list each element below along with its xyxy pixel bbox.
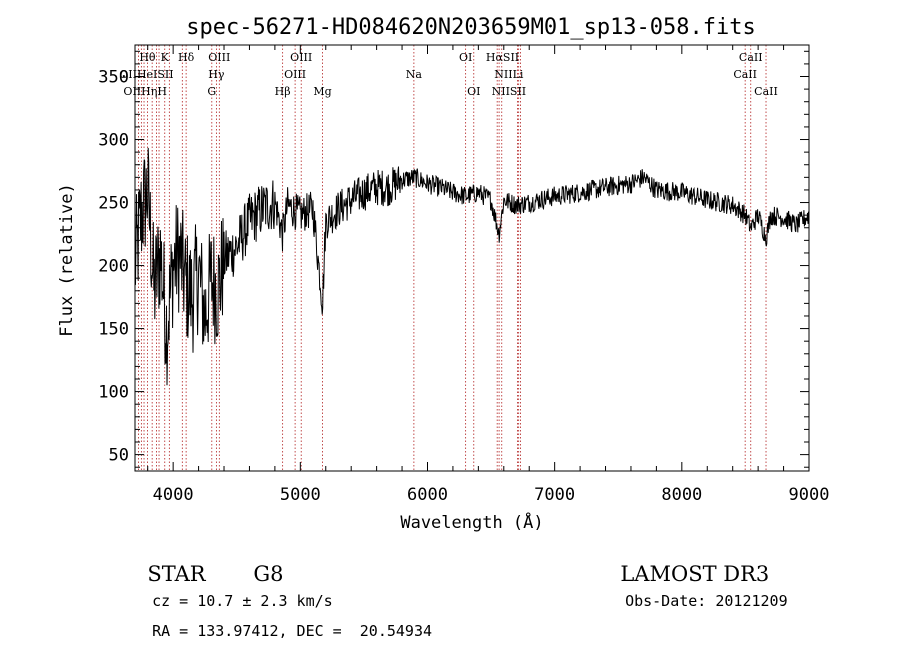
x-tick-label: 4000 — [153, 485, 194, 505]
subclass-label: G8 — [253, 562, 284, 586]
spectral-line-label: OIII — [290, 51, 312, 64]
x-tick-label: 8000 — [661, 485, 702, 505]
x-tick-label: 7000 — [534, 485, 575, 505]
y-tick-label: 250 — [98, 194, 129, 214]
y-tick-label: 200 — [98, 257, 129, 277]
spectral-line-label: Mg — [313, 85, 331, 98]
spectral-line-labels: Hθ K Hδ OIII OIII OI HαSII CaII OIIHeISII Hγ OIII N… — [119, 51, 778, 98]
spectral-line-label: OIIHeISII — [119, 68, 173, 81]
spectral-line-label: K — [161, 51, 170, 64]
spectral-line-label: Hβ — [275, 85, 291, 98]
spectrum-line — [134, 147, 810, 386]
y-tick-label: 300 — [98, 131, 129, 151]
spectral-line-label: OIII — [208, 51, 230, 64]
spectral-line-label: NIISII — [492, 85, 527, 98]
spectral-line-label: Hδ — [178, 51, 195, 64]
y-axis-label: Flux (relative) — [57, 183, 77, 337]
spectral-line-label: OI — [459, 51, 472, 64]
spectral-line-label: OI — [467, 85, 480, 98]
x-axis-ticks: 4000 5000 6000 7000 8000 9000 — [147, 45, 830, 505]
spectral-line-markers — [138, 45, 767, 471]
y-tick-label: 50 — [109, 446, 129, 466]
spectral-line-label: CaII — [739, 51, 763, 64]
ra-dec: RA = 133.97412, DEC = 20.54934 — [152, 622, 433, 640]
x-tick-label: 9000 — [789, 485, 830, 505]
x-tick-label: 6000 — [407, 485, 448, 505]
spectral-line-label: CaII — [733, 68, 757, 81]
spectral-line-label: Hγ — [208, 68, 225, 81]
class-label: STAR — [147, 562, 206, 586]
spectral-line-label: Hθ — [139, 51, 156, 64]
spectral-line-label: OIIHηH — [123, 85, 166, 98]
chart-title: spec-56271-HD084620N203659M01_sp13-058.f… — [186, 15, 756, 40]
survey-label: LAMOST DR3 — [620, 562, 770, 586]
obs-date: Obs-Date: 20121209 — [625, 592, 788, 610]
cz-value: cz = 10.7 ± 2.3 km/s — [152, 592, 333, 610]
spectral-line-label: HαSII — [486, 51, 519, 64]
spectral-line-label: Na — [406, 68, 423, 81]
spectral-line-label: OIII — [284, 68, 306, 81]
y-tick-label: 100 — [98, 383, 129, 403]
spectral-line-label: NIILi — [494, 68, 524, 81]
spectral-line-label: G — [207, 85, 216, 98]
y-axis-ticks: 50 100 150 200 250 300 350 — [98, 50, 809, 468]
x-axis-label: Wavelength (Å) — [400, 511, 543, 533]
plot-frame — [134, 44, 810, 472]
y-tick-label: 350 — [98, 68, 129, 88]
x-tick-label: 5000 — [280, 485, 321, 505]
y-tick-label: 150 — [98, 320, 129, 340]
spectral-line-label: CaII — [754, 85, 778, 98]
